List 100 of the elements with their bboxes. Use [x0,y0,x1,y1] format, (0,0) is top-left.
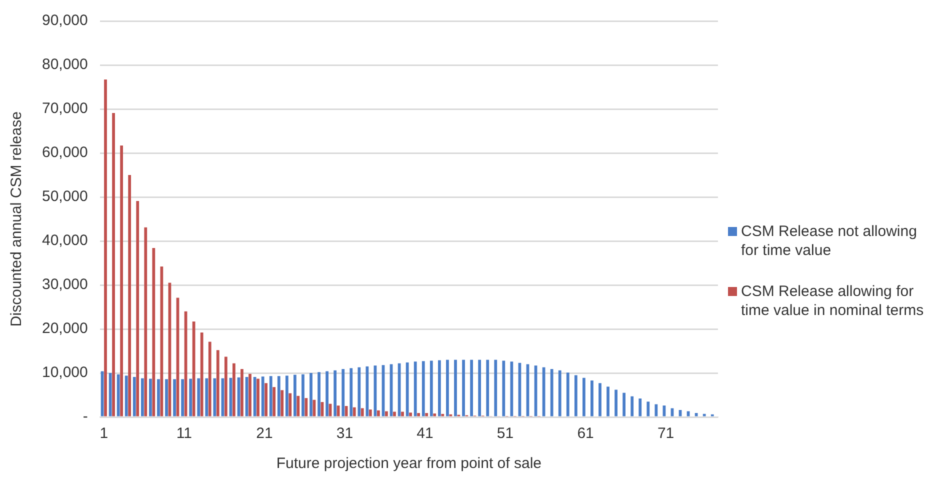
bar [486,360,490,416]
bar [304,398,308,416]
bar [248,374,252,416]
y-tick-label: 30,000 [42,276,88,294]
bar [598,383,602,416]
x-tick-label: 11 [176,425,192,442]
bar [550,369,554,416]
bar [264,383,268,416]
y-tick-label: 70,000 [42,100,88,118]
bar [425,413,428,416]
bar [197,378,200,416]
bar [502,360,506,416]
bar [670,408,674,416]
bar [104,80,107,416]
bar [622,392,626,416]
bar [208,342,212,416]
bar [646,402,650,416]
y-tick-label: 60,000 [42,144,88,162]
bar [352,407,356,416]
bar [438,360,441,416]
bar [614,390,618,416]
bar [433,413,436,416]
bar [694,413,698,416]
bar [108,373,112,416]
bar [417,413,420,416]
bar [120,146,123,416]
bar [590,380,594,416]
bar [326,371,328,416]
x-tick-label: 61 [577,425,594,442]
bar [149,378,152,416]
bar [294,374,296,416]
bar [157,379,160,416]
y-tick-label: 80,000 [42,56,88,74]
bar [401,412,404,416]
bar [256,378,260,416]
bar [318,372,320,416]
bar [132,376,136,416]
bar [216,350,220,416]
bar [261,376,264,416]
bar [360,408,364,416]
legend-label: CSM Release allowing for time value in nominal terms [741,282,925,320]
bar [112,112,115,416]
bar [446,360,449,416]
bar [280,390,284,416]
bar [310,373,312,416]
bar [189,378,192,416]
bar [582,378,586,416]
bar [200,332,204,416]
x-tick-label: 51 [496,425,514,442]
bar [272,387,276,416]
bar [368,410,372,416]
bar [638,398,642,416]
bar [269,376,272,416]
x-tick-label: 71 [657,425,674,442]
bar [385,411,388,416]
bar [285,376,288,416]
bar [409,412,412,416]
bar [277,376,280,416]
y-tick-label: - [82,408,88,426]
bar [240,369,244,416]
bar [478,360,482,416]
bar [606,386,610,416]
bar [342,369,345,416]
x-tick-label: 41 [416,425,434,442]
bar [470,360,473,416]
bar [430,360,433,416]
bar [350,368,353,416]
bar [152,248,156,416]
x-tick-label: 21 [256,425,273,442]
bar [288,393,292,416]
bar [366,366,369,416]
bar [302,374,304,416]
bar [558,370,562,416]
bar [454,360,457,416]
bar [253,376,256,416]
y-tick-label: 20,000 [42,320,88,338]
bar [702,414,706,416]
bar [124,376,128,416]
bar [334,370,337,416]
bar [574,375,578,416]
bar [165,379,168,416]
bar [128,175,132,416]
bar [406,362,409,416]
bar [213,378,216,416]
bar [144,227,148,416]
bar [116,374,120,416]
bar [630,396,634,416]
bar [205,378,208,416]
x-tick-label: 31 [336,425,354,442]
bar [181,379,184,416]
bar [441,414,444,416]
bar [654,404,658,416]
bar [296,396,300,416]
y-tick-label: 90,000 [42,12,88,30]
x-tick-label: 1 [100,425,108,442]
bar [376,410,380,416]
y-tick-label: 50,000 [42,188,88,206]
bar [173,379,176,416]
x-axis-title: Future projection year from point of sale [276,455,542,472]
bar [393,412,396,416]
